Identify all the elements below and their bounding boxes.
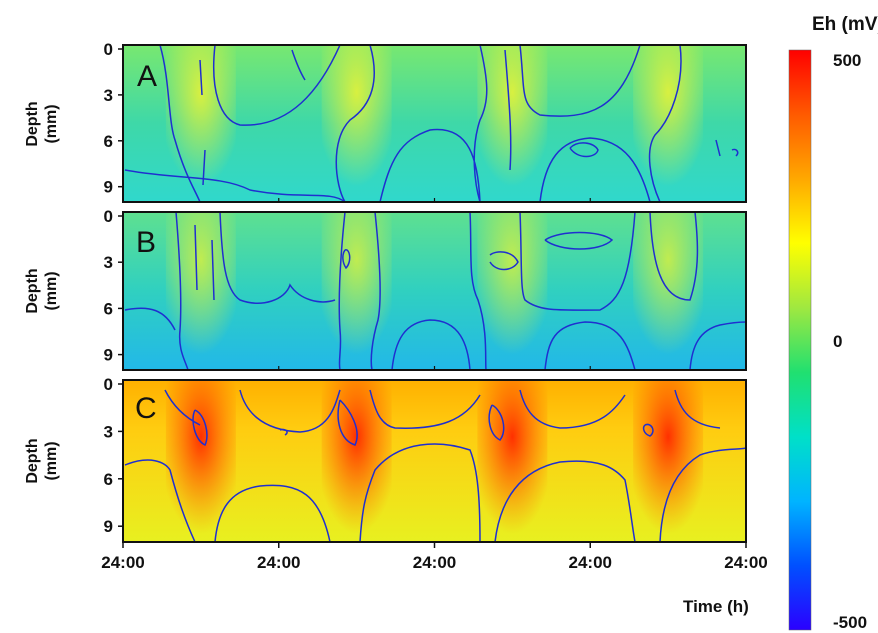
panel-c-inner-contour xyxy=(192,399,654,447)
x-tick-label: 24:00 xyxy=(413,553,456,572)
y-axis-ticks: 0 3 6 9 0 3 6 9 0 3 6 9 xyxy=(104,40,123,536)
svg-text:(mm): (mm) xyxy=(43,441,60,480)
y-tick-label: 0 xyxy=(104,207,113,226)
high-eh-band xyxy=(633,45,704,202)
panel-b-inner-contour xyxy=(194,224,614,301)
x-tick-label: 24:00 xyxy=(101,553,144,572)
panel-c xyxy=(123,380,746,542)
y-tick-label: 6 xyxy=(104,132,113,151)
svg-text:Depth: Depth xyxy=(24,438,41,483)
panel-b-contour xyxy=(124,212,746,370)
x-axis-title: Time (h) xyxy=(683,597,749,616)
y-tick-label: 6 xyxy=(104,470,113,489)
y-tick-label: 3 xyxy=(104,422,113,441)
y-tick-label: 6 xyxy=(104,299,113,318)
panel-b-ylabel: Depth (mm) xyxy=(24,268,60,313)
y-tick-label: 0 xyxy=(104,375,113,394)
colorbar-title: Eh (mV) xyxy=(812,14,878,35)
colorbar xyxy=(788,49,812,631)
panel-c-ylabel: Depth (mm) xyxy=(24,438,60,483)
high-eh-band xyxy=(165,212,236,370)
colorbar-ticks: 500 0 -500 xyxy=(833,51,867,632)
high-eh-band xyxy=(165,380,236,542)
svg-text:(mm): (mm) xyxy=(43,104,60,143)
x-tick-label: 24:00 xyxy=(257,553,300,572)
svg-text:(mm): (mm) xyxy=(43,271,60,310)
y-tick-label: 9 xyxy=(104,178,113,197)
y-tick-label: 3 xyxy=(104,253,113,272)
panel-a-label: A xyxy=(137,60,157,93)
high-eh-band xyxy=(633,212,704,370)
panel-c-label: C xyxy=(135,392,157,425)
colorbar-tick-label: 500 xyxy=(833,51,861,70)
y-tick-label: 9 xyxy=(104,346,113,365)
panel-a xyxy=(123,45,746,202)
high-eh-band xyxy=(321,45,392,202)
svg-text:Depth: Depth xyxy=(24,268,41,313)
high-eh-band xyxy=(321,380,392,542)
x-tick-label: 24:00 xyxy=(569,553,612,572)
y-tick-label: 0 xyxy=(104,40,113,59)
svg-text:Depth: Depth xyxy=(24,101,41,146)
panel-a-contour xyxy=(124,45,682,202)
panel-b xyxy=(123,212,746,370)
high-eh-band xyxy=(321,212,392,370)
colorbar-tick-label: 0 xyxy=(833,332,842,351)
colorbar-tick-label: -500 xyxy=(833,613,867,632)
high-eh-band xyxy=(477,45,548,202)
high-eh-band xyxy=(477,212,548,370)
panel-a-ylabel: Depth (mm) xyxy=(24,101,60,146)
panel-b-label: B xyxy=(136,226,156,259)
panel-a-inner-contour xyxy=(199,49,739,186)
x-axis-ticks: 24:00 24:00 24:00 24:00 24:00 xyxy=(101,198,768,572)
panel-c-contour xyxy=(124,389,746,542)
y-tick-label: 9 xyxy=(104,517,113,536)
x-tick-label: 24:00 xyxy=(724,553,767,572)
high-eh-band xyxy=(477,380,548,542)
y-tick-label: 3 xyxy=(104,86,113,105)
